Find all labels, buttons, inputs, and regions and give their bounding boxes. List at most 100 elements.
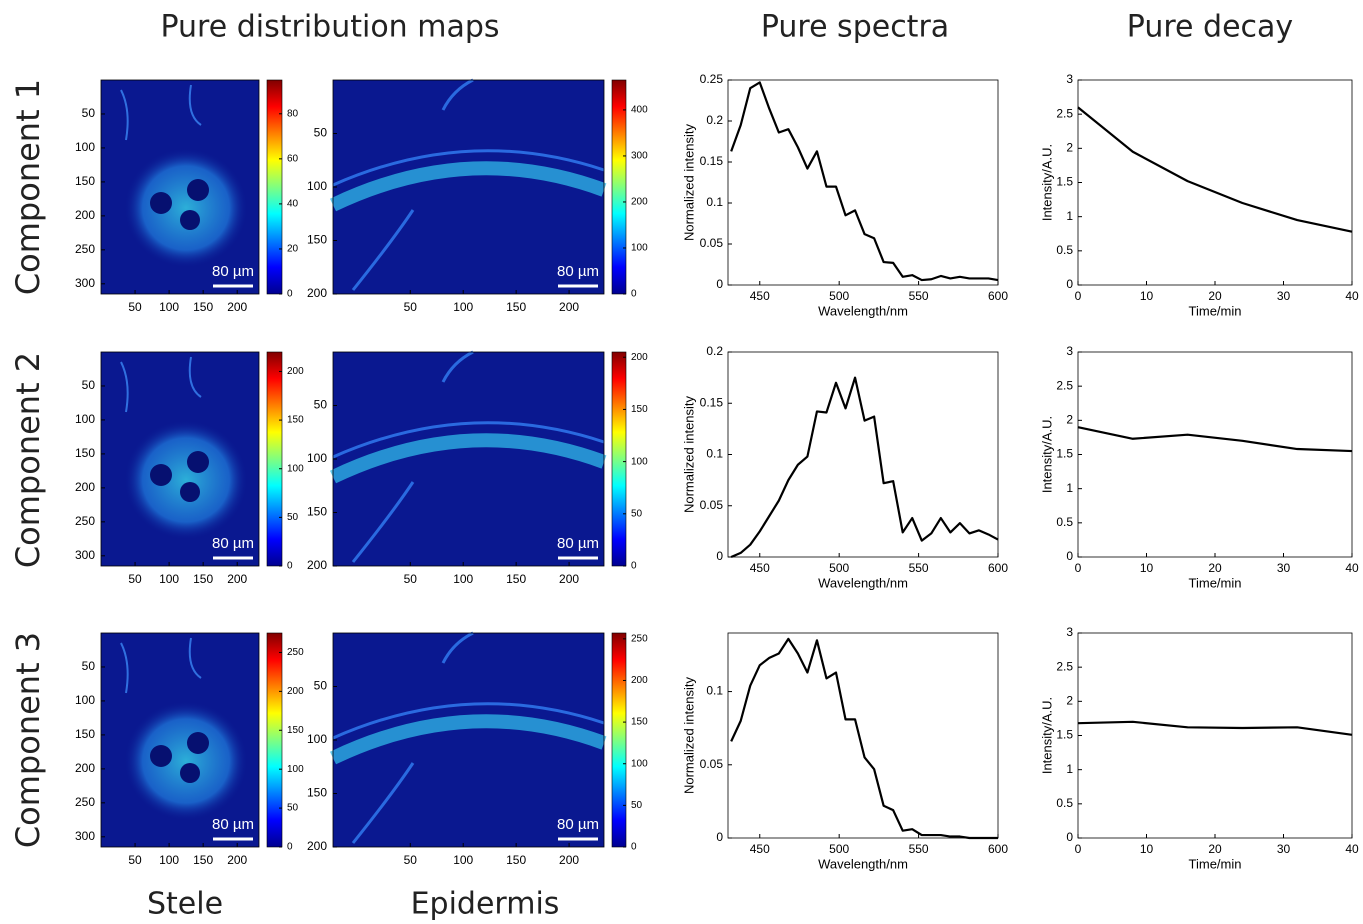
y-tick-label: 0	[1066, 549, 1073, 563]
image-vessel	[150, 464, 172, 486]
y-tick-label: 2.5	[1056, 378, 1073, 392]
y-tick-label: 300	[75, 276, 95, 290]
y-tick-label: 1	[1066, 481, 1073, 495]
y-tick-label: 1.5	[1056, 447, 1073, 461]
axes	[727, 79, 999, 286]
x-tick-label: 200	[559, 572, 579, 586]
image-detail	[332, 78, 605, 291]
axes	[1077, 79, 1353, 286]
x-tick-label: 450	[750, 289, 770, 303]
scale-bar-label: 80 µm	[212, 816, 254, 833]
colorbar-tick-label: 250	[287, 647, 304, 658]
colorbar-tick-label: 50	[287, 803, 299, 814]
colorbar-tick-label: 150	[287, 725, 304, 736]
x-tick-label: 10	[1140, 289, 1154, 303]
colorbar-tick-label: 100	[631, 243, 648, 254]
x-axis-label: Wavelength/nm	[818, 856, 908, 871]
x-tick-label: 500	[829, 561, 849, 575]
y-tick-label: 250	[75, 514, 95, 528]
axes	[727, 351, 999, 558]
y-tick-label: 100	[307, 451, 327, 465]
y-tick-label: 200	[307, 839, 327, 853]
y-tick-label: 2	[1066, 141, 1073, 155]
y-tick-label: 150	[307, 505, 327, 519]
image-vessel	[180, 763, 200, 783]
x-tick-label: 150	[506, 300, 526, 314]
x-tick-label: 200	[559, 853, 579, 867]
column-title: Pure decay	[1127, 10, 1293, 45]
colorbar-tick-label: 50	[631, 508, 643, 519]
y-tick-label: 100	[75, 412, 95, 426]
y-tick-label: 100	[307, 732, 327, 746]
x-tick-label: 50	[404, 572, 418, 586]
y-axis-label: Normalized intensity	[681, 676, 696, 794]
y-tick-label: 1.5	[1056, 175, 1073, 189]
row-label: Component 3	[9, 632, 47, 848]
x-tick-label: 500	[829, 289, 849, 303]
image-band	[329, 714, 607, 765]
y-tick-label: 150	[75, 727, 95, 741]
y-tick-label: 50	[82, 106, 96, 120]
y-tick-label: 0	[716, 830, 723, 844]
image-vessel	[180, 210, 200, 230]
x-tick-label: 600	[988, 561, 1008, 575]
y-tick-label: 2	[1066, 413, 1073, 427]
colorbar-tick-label: 100	[631, 758, 648, 769]
x-tick-label: 150	[193, 853, 213, 867]
x-tick-label: 50	[128, 300, 142, 314]
image-band	[329, 433, 607, 484]
x-tick-label: 200	[227, 853, 247, 867]
x-tick-label: 150	[506, 853, 526, 867]
image-vessel	[180, 482, 200, 502]
x-tick-label: 50	[128, 853, 142, 867]
x-tick-label: 500	[829, 842, 849, 856]
image-vessel	[187, 732, 209, 754]
y-tick-label: 0.5	[1056, 796, 1073, 810]
y-tick-label: 50	[314, 398, 328, 412]
column-label: Epidermis	[411, 887, 560, 922]
image-tissue	[124, 420, 248, 540]
colorbar	[266, 632, 283, 848]
colorbar-tick-label: 0	[287, 289, 293, 300]
y-tick-label: 2	[1066, 694, 1073, 708]
y-tick-label: 0.15	[700, 154, 724, 168]
y-axis-label: Intensity/A.U.	[1039, 144, 1054, 221]
y-tick-label: 300	[75, 829, 95, 843]
x-tick-label: 100	[159, 853, 179, 867]
column-title: Pure spectra	[761, 10, 949, 45]
x-tick-label: 50	[404, 300, 418, 314]
x-tick-label: 40	[1345, 289, 1359, 303]
scale-bar-label: 80 µm	[557, 535, 599, 552]
y-tick-label: 200	[307, 286, 327, 300]
x-axis-label: Wavelength/nm	[818, 303, 908, 318]
colorbar-tick-label: 100	[287, 463, 304, 474]
colorbar-tick-label: 40	[287, 199, 299, 210]
data-line	[1077, 426, 1353, 453]
axes	[1077, 632, 1353, 839]
y-tick-label: 3	[1066, 344, 1073, 358]
x-tick-label: 200	[227, 572, 247, 586]
x-tick-label: 100	[159, 300, 179, 314]
image-vessel	[187, 179, 209, 201]
y-tick-label: 0.05	[700, 236, 724, 250]
y-tick-label: 0	[716, 549, 723, 563]
y-tick-label: 3	[1066, 72, 1073, 86]
y-tick-label: 250	[75, 242, 95, 256]
y-tick-label: 0.1	[706, 447, 723, 461]
x-tick-label: 10	[1140, 842, 1154, 856]
y-tick-label: 250	[75, 795, 95, 809]
image-detail	[332, 350, 605, 563]
y-axis-label: Normalized intensity	[681, 123, 696, 241]
x-tick-label: 100	[453, 853, 473, 867]
y-tick-label: 1	[1066, 209, 1073, 223]
colorbar-tick-label: 150	[631, 404, 648, 415]
x-tick-label: 550	[909, 289, 929, 303]
colorbar-tick-label: 250	[631, 633, 648, 644]
colorbar-tick-label: 150	[631, 717, 648, 728]
y-tick-label: 50	[314, 679, 328, 693]
colorbar-tick-label: 200	[631, 675, 648, 686]
colorbar-tick-label: 100	[631, 456, 648, 467]
image-vessel	[187, 451, 209, 473]
image-tissue	[124, 701, 248, 821]
y-axis-label: Normalized intensity	[681, 395, 696, 513]
